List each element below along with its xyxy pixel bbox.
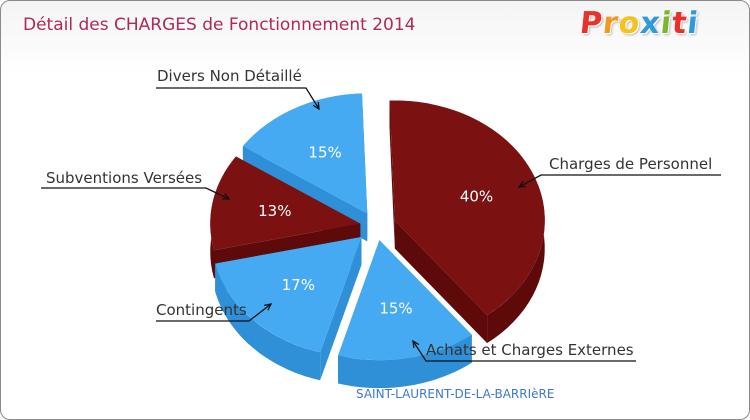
slice-wall [320, 236, 362, 381]
pie-slice[interactable] [210, 156, 361, 251]
slice-category-label: Divers Non Détaillé [157, 67, 302, 85]
callout-line [156, 87, 320, 110]
callout-line [412, 340, 636, 362]
callout-labels: Charges de Personnel Achats et Charges Ex… [41, 67, 721, 362]
slice-percent-label: 13% [258, 202, 291, 220]
callout-line [156, 303, 272, 322]
callout-arrow [221, 193, 231, 200]
slice-category-label: Contingents [156, 301, 247, 319]
pie-slice[interactable] [242, 93, 368, 214]
slice-category-label: Charges de Personnel [549, 155, 712, 173]
pie-slice[interactable] [389, 100, 545, 316]
slice-wall [394, 220, 488, 344]
slice-percent-label: 15% [308, 144, 341, 162]
pie-slice[interactable] [215, 236, 362, 353]
slice-side [215, 263, 321, 381]
slice-side [338, 334, 472, 389]
pie-tops: 40% 15% 17% 13% 15% [210, 93, 545, 361]
slice-category-label: Achats et Charges Externes [426, 341, 634, 359]
callout-arrow [312, 101, 320, 111]
slice-wall [389, 100, 395, 249]
slice-category-label: Subventions Versées [46, 169, 202, 187]
callout-line [41, 187, 230, 200]
slice-percent-label: 17% [282, 276, 315, 294]
callout-line [518, 174, 721, 188]
chart-title: Détail des CHARGES de Fonctionnement 201… [23, 15, 416, 35]
commune-name[interactable]: SAINT-LAURENT-DE-LA-BARRIèRE [356, 387, 555, 401]
callout-arrow [412, 339, 420, 349]
pie-slice[interactable] [338, 240, 472, 361]
callout-arrow [264, 303, 273, 311]
callout-arrow [517, 180, 527, 188]
slice-percent-label: 15% [379, 300, 412, 318]
slice-percent-label: 40% [460, 188, 493, 206]
